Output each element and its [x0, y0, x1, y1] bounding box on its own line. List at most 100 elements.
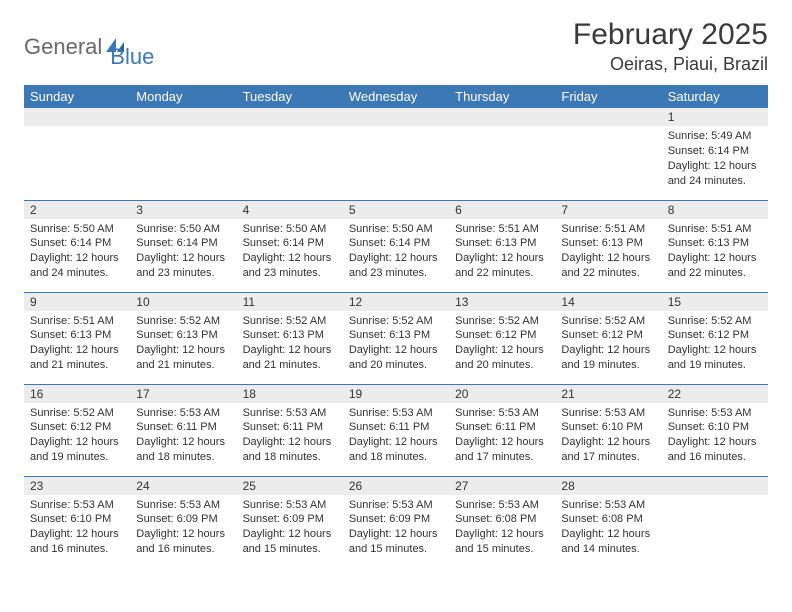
- sunset-text: Sunset: 6:13 PM: [243, 328, 337, 343]
- calendar-cell: 20Sunrise: 5:53 AMSunset: 6:11 PMDayligh…: [449, 384, 555, 476]
- sunrise-text: Sunrise: 5:50 AM: [243, 222, 337, 237]
- calendar-cell: 2Sunrise: 5:50 AMSunset: 6:14 PMDaylight…: [24, 200, 130, 292]
- sunset-text: Sunset: 6:13 PM: [455, 236, 549, 251]
- sunrise-text: Sunrise: 5:52 AM: [30, 406, 124, 421]
- day-number: 21: [555, 385, 661, 403]
- day-number: 15: [662, 293, 768, 311]
- calendar-cell: [237, 108, 343, 200]
- day-body: Sunrise: 5:52 AMSunset: 6:12 PMDaylight:…: [24, 403, 130, 471]
- calendar-cell: 11Sunrise: 5:52 AMSunset: 6:13 PMDayligh…: [237, 292, 343, 384]
- sunset-text: Sunset: 6:11 PM: [136, 420, 230, 435]
- sunrise-text: Sunrise: 5:51 AM: [668, 222, 762, 237]
- daylight-text: Daylight: 12 hours and 22 minutes.: [561, 251, 655, 281]
- daylight-text: Daylight: 12 hours and 22 minutes.: [455, 251, 549, 281]
- daylight-text: Daylight: 12 hours and 17 minutes.: [561, 435, 655, 465]
- daylight-text: Daylight: 12 hours and 21 minutes.: [136, 343, 230, 373]
- sunset-text: Sunset: 6:13 PM: [668, 236, 762, 251]
- daylight-text: Daylight: 12 hours and 15 minutes.: [243, 527, 337, 557]
- sunrise-text: Sunrise: 5:53 AM: [243, 498, 337, 513]
- daylight-text: Daylight: 12 hours and 19 minutes.: [30, 435, 124, 465]
- day-body: Sunrise: 5:50 AMSunset: 6:14 PMDaylight:…: [24, 219, 130, 287]
- sunset-text: Sunset: 6:11 PM: [243, 420, 337, 435]
- sunset-text: Sunset: 6:13 PM: [136, 328, 230, 343]
- calendar-cell: 24Sunrise: 5:53 AMSunset: 6:09 PMDayligh…: [130, 476, 236, 568]
- day-body: Sunrise: 5:52 AMSunset: 6:12 PMDaylight:…: [555, 311, 661, 379]
- calendar-body: 1Sunrise: 5:49 AMSunset: 6:14 PMDaylight…: [24, 108, 768, 568]
- day-number: 2: [24, 201, 130, 219]
- day-body: Sunrise: 5:53 AMSunset: 6:10 PMDaylight:…: [555, 403, 661, 471]
- daylight-text: Daylight: 12 hours and 16 minutes.: [30, 527, 124, 557]
- calendar-cell: 7Sunrise: 5:51 AMSunset: 6:13 PMDaylight…: [555, 200, 661, 292]
- day-number: 12: [343, 293, 449, 311]
- sunset-text: Sunset: 6:13 PM: [349, 328, 443, 343]
- day-body: Sunrise: 5:49 AMSunset: 6:14 PMDaylight:…: [662, 126, 768, 194]
- day-number: 17: [130, 385, 236, 403]
- sunset-text: Sunset: 6:09 PM: [136, 512, 230, 527]
- calendar-cell: 15 Sunrise: 5:52 AMSunset: 6:12 PMDayligh…: [662, 292, 768, 384]
- day-body: Sunrise: 5:51 AMSunset: 6:13 PMDaylight:…: [449, 219, 555, 287]
- sunset-text: Sunset: 6:12 PM: [455, 328, 549, 343]
- calendar-table: Sunday Monday Tuesday Wednesday Thursday…: [24, 85, 768, 568]
- day-body: Sunrise: 5:52 AMSunset: 6:12 PMDaylight:…: [449, 311, 555, 379]
- sunrise-text: Sunrise: 5:51 AM: [561, 222, 655, 237]
- sunrise-text: Sunrise: 5:50 AM: [349, 222, 443, 237]
- daylight-text: Daylight: 12 hours and 15 minutes.: [349, 527, 443, 557]
- day-number: [130, 108, 236, 126]
- weekday-monday: Monday: [130, 85, 236, 108]
- calendar-cell: 22Sunrise: 5:53 AMSunset: 6:10 PMDayligh…: [662, 384, 768, 476]
- day-number: 26: [343, 477, 449, 495]
- sunrise-text: Sunrise: 5:53 AM: [349, 498, 443, 513]
- sunrise-text: Sunrise: 5:53 AM: [136, 406, 230, 421]
- day-body: Sunrise: 5:53 AMSunset: 6:08 PMDaylight:…: [555, 495, 661, 563]
- weekday-friday: Friday: [555, 85, 661, 108]
- calendar-cell: 19Sunrise: 5:53 AMSunset: 6:11 PMDayligh…: [343, 384, 449, 476]
- daylight-text: Daylight: 12 hours and 21 minutes.: [243, 343, 337, 373]
- day-number: 3: [130, 201, 236, 219]
- day-number: 9: [24, 293, 130, 311]
- calendar-week-row: 9Sunrise: 5:51 AMSunset: 6:13 PMDaylight…: [24, 292, 768, 384]
- day-number: 16: [24, 385, 130, 403]
- weekday-tuesday: Tuesday: [237, 85, 343, 108]
- calendar-week-row: 2Sunrise: 5:50 AMSunset: 6:14 PMDaylight…: [24, 200, 768, 292]
- sunrise-text: Sunrise: 5:53 AM: [668, 406, 762, 421]
- weekday-sunday: Sunday: [24, 85, 130, 108]
- day-body: Sunrise: 5:53 AMSunset: 6:09 PMDaylight:…: [343, 495, 449, 563]
- sunset-text: Sunset: 6:14 PM: [668, 144, 762, 159]
- sunset-text: Sunset: 6:10 PM: [30, 512, 124, 527]
- calendar-week-row: 23Sunrise: 5:53 AMSunset: 6:10 PMDayligh…: [24, 476, 768, 568]
- sunrise-text: Sunrise: 5:50 AM: [30, 222, 124, 237]
- day-body: Sunrise: 5:53 AMSunset: 6:11 PMDaylight:…: [449, 403, 555, 471]
- sunrise-text: Sunrise: 5:52 AM: [561, 314, 655, 329]
- day-body: Sunrise: 5:50 AMSunset: 6:14 PMDaylight:…: [237, 219, 343, 287]
- day-body: Sunrise: 5:51 AMSunset: 6:13 PMDaylight:…: [662, 219, 768, 287]
- day-number: 23: [24, 477, 130, 495]
- day-number: [343, 108, 449, 126]
- calendar-cell: 21Sunrise: 5:53 AMSunset: 6:10 PMDayligh…: [555, 384, 661, 476]
- day-body: Sunrise: 5:53 AMSunset: 6:10 PMDaylight:…: [24, 495, 130, 563]
- sunset-text: Sunset: 6:14 PM: [349, 236, 443, 251]
- title-block: February 2025 Oeiras, Piaui, Brazil: [573, 18, 768, 75]
- daylight-text: Daylight: 12 hours and 14 minutes.: [561, 527, 655, 557]
- sunrise-text: Sunrise: 5:53 AM: [243, 406, 337, 421]
- daylight-text: Daylight: 12 hours and 19 minutes.: [668, 343, 762, 373]
- daylight-text: Daylight: 12 hours and 17 minutes.: [455, 435, 549, 465]
- day-body: Sunrise: 5:51 AMSunset: 6:13 PMDaylight:…: [24, 311, 130, 379]
- sunrise-text: Sunrise: 5:53 AM: [561, 406, 655, 421]
- calendar-cell: 25Sunrise: 5:53 AMSunset: 6:09 PMDayligh…: [237, 476, 343, 568]
- daylight-text: Daylight: 12 hours and 18 minutes.: [136, 435, 230, 465]
- calendar-cell: 23Sunrise: 5:53 AMSunset: 6:10 PMDayligh…: [24, 476, 130, 568]
- sunset-text: Sunset: 6:12 PM: [668, 328, 762, 343]
- calendar-cell: [555, 108, 661, 200]
- sunrise-text: Sunrise: 5:52 AM: [668, 314, 762, 329]
- daylight-text: Daylight: 12 hours and 15 minutes.: [455, 527, 549, 557]
- day-number: 6: [449, 201, 555, 219]
- calendar-cell: 3Sunrise: 5:50 AMSunset: 6:14 PMDaylight…: [130, 200, 236, 292]
- calendar-cell: [24, 108, 130, 200]
- weekday-thursday: Thursday: [449, 85, 555, 108]
- sunset-text: Sunset: 6:08 PM: [455, 512, 549, 527]
- sunrise-text: Sunrise: 5:53 AM: [455, 406, 549, 421]
- day-number: 24: [130, 477, 236, 495]
- sunrise-text: Sunrise: 5:53 AM: [30, 498, 124, 513]
- sunrise-text: Sunrise: 5:53 AM: [349, 406, 443, 421]
- calendar-cell: 4Sunrise: 5:50 AMSunset: 6:14 PMDaylight…: [237, 200, 343, 292]
